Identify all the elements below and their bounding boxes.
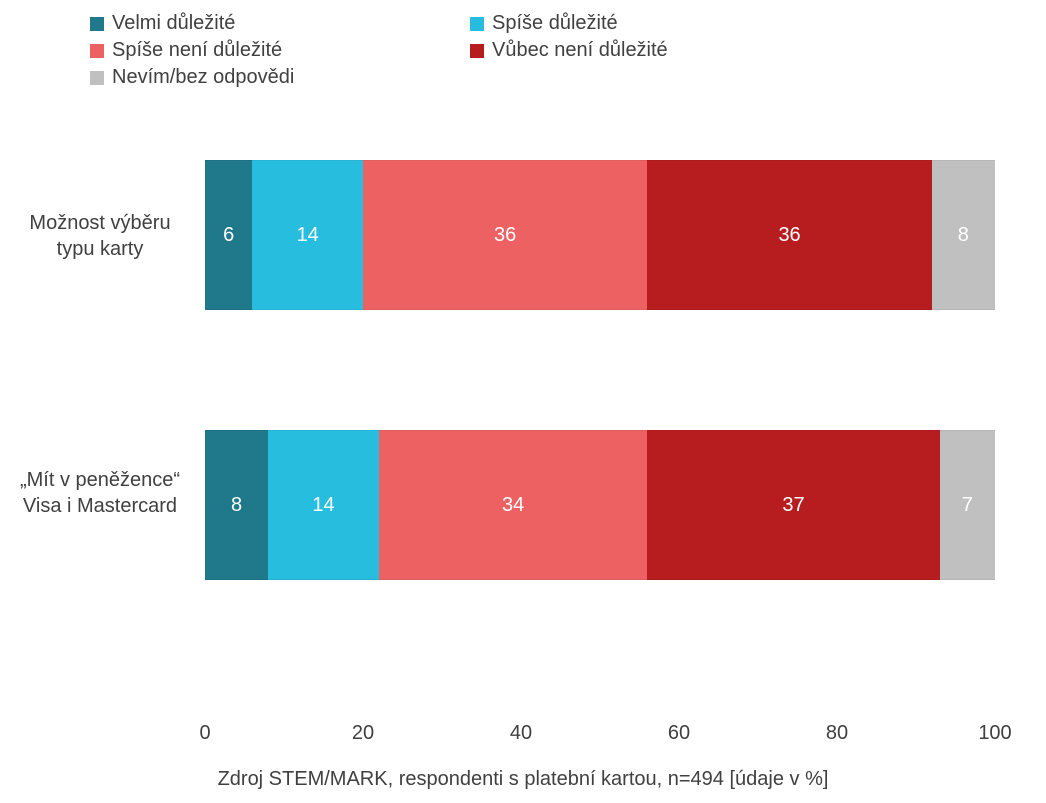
plot-area: 6 14 36 36 8 8 14 34 37 7 [205,160,995,700]
bar-seg: 36 [647,160,931,310]
x-axis-tick: 0 [199,722,210,745]
legend-swatch [470,44,484,58]
bar-seg: 37 [647,430,939,580]
legend-label: Nevím/bez odpovědi [112,66,294,89]
bar-seg: 8 [205,430,268,580]
legend-label: Spíše není důležité [112,39,282,62]
legend-swatch [90,17,104,31]
bar-value: 6 [223,224,234,247]
bar-seg: 34 [379,430,648,580]
bar-value: 7 [962,494,973,517]
legend-swatch [470,17,484,31]
legend-label: Velmi důležité [112,12,235,35]
category-label-0: Možnost výběru typu karty [15,210,185,262]
legend-label: Spíše důležité [492,12,618,35]
bar-seg: 14 [252,160,363,310]
x-axis-tick: 80 [826,722,848,745]
bar-row-0: 6 14 36 36 8 [205,160,995,310]
legend-label: Vůbec není důležité [492,39,668,62]
legend: Velmi důležité Spíše důležité Spíše není… [90,12,830,89]
bar-value: 37 [782,494,804,517]
bar-value: 36 [494,224,516,247]
bar-value: 14 [312,494,334,517]
bar-row-1: 8 14 34 37 7 [205,430,995,580]
bar-seg: 6 [205,160,252,310]
x-axis-tick: 100 [978,722,1011,745]
bar-seg: 14 [268,430,379,580]
legend-item-spise-dulezite: Spíše důležité [470,12,830,35]
legend-item-velmi-dulezite: Velmi důležité [90,12,450,35]
bar-value: 8 [958,224,969,247]
chart-footnote: Zdroj STEM/MARK, respondenti s platební … [0,768,1046,791]
bar-seg: 36 [363,160,647,310]
bar-value: 36 [778,224,800,247]
legend-item-nevim: Nevím/bez odpovědi [90,66,450,89]
legend-item-spise-neni-dulezite: Spíše není důležité [90,39,450,62]
bar-value: 14 [297,224,319,247]
x-axis-tick: 20 [352,722,374,745]
legend-swatch [90,44,104,58]
bar-seg: 7 [940,430,995,580]
x-axis-tick: 40 [510,722,532,745]
legend-swatch [90,71,104,85]
stacked-bar-chart: Velmi důležité Spíše důležité Spíše není… [0,0,1046,803]
bar-seg: 8 [932,160,995,310]
x-axis-tick: 60 [668,722,690,745]
legend-item-vubec-neni-dulezite: Vůbec není důležité [470,39,830,62]
bar-value: 34 [502,494,524,517]
bar-value: 8 [231,494,242,517]
category-label-1: „Mít v peněžence“ Visa i Mastercard [15,467,185,519]
